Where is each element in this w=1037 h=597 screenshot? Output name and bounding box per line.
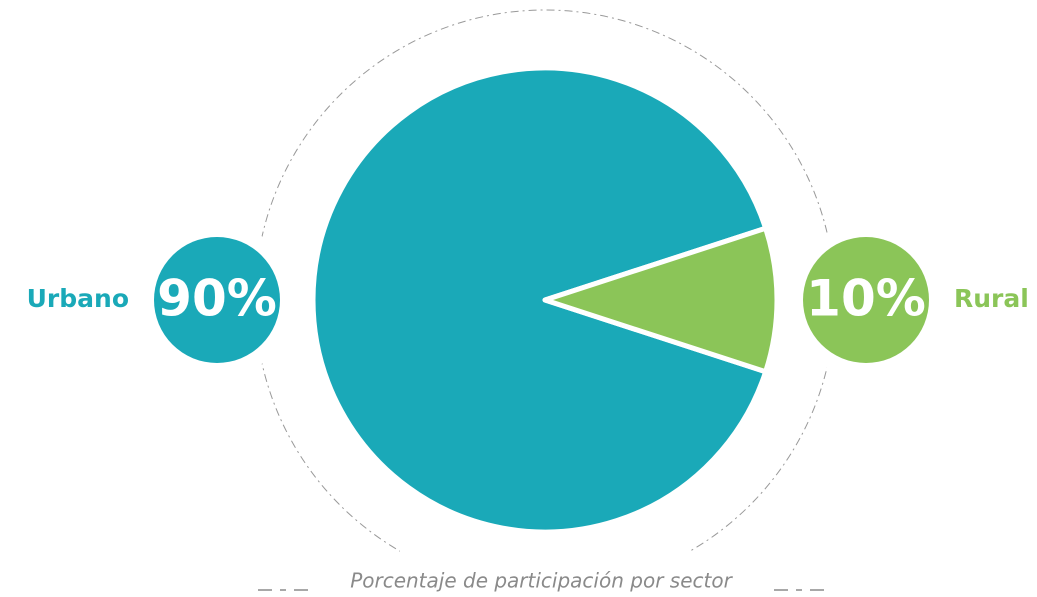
- caption: Porcentaje de participación por sector: [350, 569, 733, 593]
- ring-gap: [400, 545, 690, 597]
- label-bubble: [803, 237, 929, 363]
- label-bubble: [154, 237, 280, 363]
- pie-slice: [310, 65, 769, 535]
- pie-slice: [542, 225, 780, 375]
- category-label: Urbano: [27, 284, 129, 313]
- value-label: 10%: [806, 270, 926, 328]
- value-label: 90%: [157, 270, 277, 328]
- category-label: Rural: [954, 284, 1029, 313]
- pie: [310, 65, 780, 535]
